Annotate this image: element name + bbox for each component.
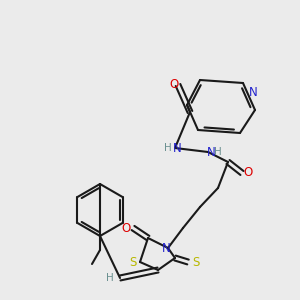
Text: N: N: [249, 86, 257, 100]
Text: S: S: [129, 256, 137, 268]
Text: H: H: [106, 273, 114, 283]
Text: N: N: [207, 146, 215, 158]
Text: H: H: [214, 147, 222, 157]
Text: H: H: [164, 143, 172, 153]
Text: O: O: [169, 79, 178, 92]
Text: N: N: [162, 242, 170, 254]
Text: N: N: [172, 142, 182, 154]
Text: S: S: [192, 256, 200, 268]
Text: O: O: [122, 221, 130, 235]
Text: O: O: [243, 167, 253, 179]
